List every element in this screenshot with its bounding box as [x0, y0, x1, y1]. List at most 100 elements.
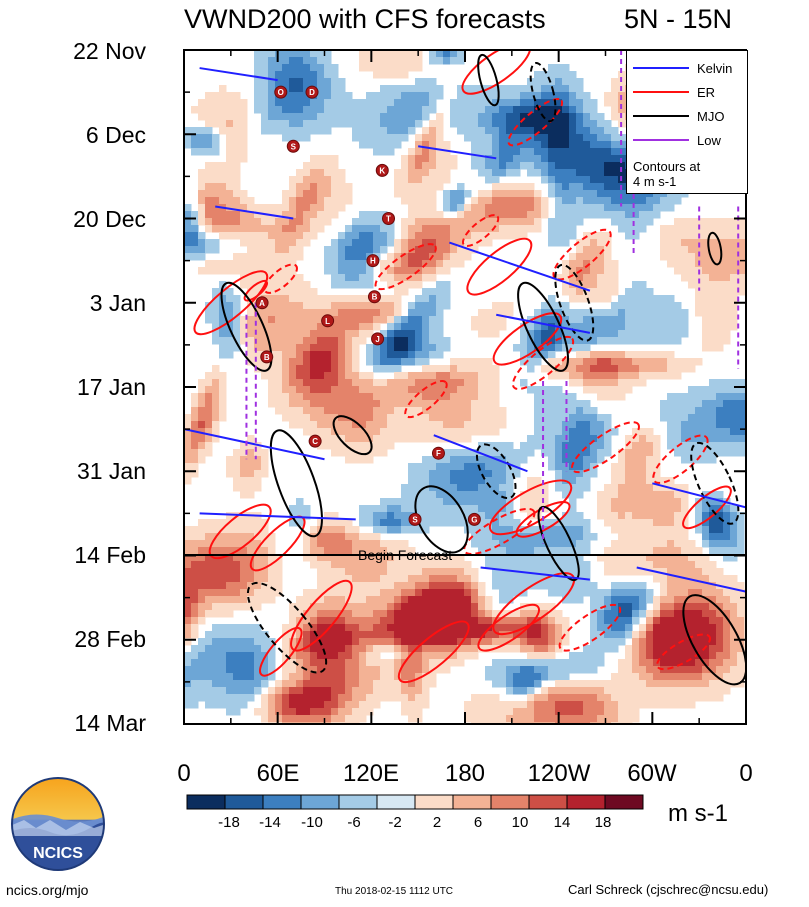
storm-letter: T [386, 215, 391, 224]
colorbar-swatch [528, 794, 568, 810]
colorbar-label: 10 [511, 814, 529, 831]
colorbar-swatch [262, 794, 302, 810]
kelvin-contour [184, 428, 325, 461]
kelvin-contour [199, 67, 278, 82]
mjo-contour [690, 441, 740, 525]
er-contour [515, 501, 571, 538]
kelvin-contour [652, 482, 746, 509]
mjo-contour [220, 281, 273, 372]
storm-marker: H [366, 254, 380, 268]
y-tick-label: 22 Nov [73, 38, 146, 64]
footer-author: Carl Schreck (cjschrec@ncsu.edu) [568, 882, 769, 897]
mjo-contour [537, 505, 580, 582]
footer-timestamp: Thu 2018-02-15 1112 UTC [335, 886, 454, 897]
y-tick-label: 6 Dec [85, 122, 146, 148]
storm-marker: O [274, 85, 288, 99]
mjo-contour [414, 485, 469, 554]
storm-letter: H [370, 257, 376, 266]
mjo-contour [529, 62, 557, 123]
colorbar-swatch [414, 794, 454, 810]
er-contour [656, 633, 712, 671]
mjo-contour [707, 231, 723, 266]
mjo-contour [246, 581, 328, 674]
storm-letter: A [259, 299, 265, 308]
kelvin-contour [418, 145, 497, 160]
storm-marker: K [375, 163, 389, 177]
mjo-contour [517, 281, 569, 372]
colorbar-swatch [224, 794, 264, 810]
er-contour [263, 263, 298, 294]
storm-letter: D [309, 88, 315, 97]
storm-letter: J [375, 335, 379, 344]
y-tick-label: 14 Mar [74, 710, 146, 736]
x-tick-label: 0 [739, 760, 753, 787]
er-contour [511, 335, 575, 391]
er-contour [652, 434, 709, 484]
storm-icon [408, 512, 422, 526]
colorbar-label: 14 [553, 814, 571, 831]
colorbar-swatch [376, 794, 416, 810]
er-contour [477, 603, 540, 652]
chart-title: VWND200 with CFS forecasts [184, 4, 546, 34]
colorbar-swatch [452, 794, 492, 810]
er-swatch [633, 91, 689, 93]
kelvin-contour [199, 512, 356, 521]
storm-letter: S [412, 515, 418, 524]
mjo-swatch [633, 115, 689, 117]
er-contour [290, 579, 353, 652]
colorbar-label: 6 [473, 814, 483, 831]
storm-icon [255, 296, 269, 310]
colorbar-label: -14 [259, 814, 281, 831]
storm-icon [382, 212, 396, 225]
er-contour [463, 507, 536, 555]
storm-marker: G [467, 512, 481, 526]
legend-label: MJO [697, 108, 725, 124]
er-contour [492, 572, 576, 636]
storm-letter: B [372, 293, 378, 302]
er-contour [492, 312, 563, 366]
storm-marker: B [260, 350, 274, 364]
legend-item-low: Low [633, 131, 721, 149]
colorbar-label: 18 [594, 814, 612, 831]
er-contour [682, 485, 732, 530]
storm-icon [308, 434, 322, 448]
contour-note-line1: Contours at [633, 159, 701, 174]
y-tick-label: 28 Feb [74, 626, 146, 652]
colorbar-swatch [490, 794, 530, 810]
storm-letter: C [312, 437, 318, 446]
storm-marker: A [255, 296, 269, 310]
legend-label: Low [697, 132, 721, 148]
colorbar-units: m s-1 [668, 800, 728, 827]
storm-icon [274, 85, 288, 99]
storm-marker: S [286, 139, 300, 153]
logo-text: NCICS [33, 845, 83, 862]
er-contour [461, 50, 531, 95]
footer-url[interactable]: ncics.org/mjo [6, 882, 89, 898]
x-tick-label: 60E [256, 760, 300, 787]
er-contour [571, 421, 640, 474]
x-tick-label: 60W [627, 760, 677, 787]
storm-marker: L [321, 314, 335, 328]
low-swatch [633, 139, 689, 141]
storm-icon [321, 314, 335, 328]
mjo-contour [682, 594, 746, 686]
mjo-contour [269, 429, 323, 538]
mjo-contour [554, 263, 595, 342]
er-contour [558, 603, 622, 652]
kelvin-contour [636, 566, 746, 593]
wave-filter-contours [184, 50, 746, 686]
mjo-contour [477, 53, 500, 107]
mjo-contour [332, 415, 373, 456]
storm-marker: S [408, 512, 422, 526]
storm-letter: K [379, 166, 385, 175]
x-tick-label: 120E [342, 760, 400, 787]
storm-icon [371, 332, 385, 346]
storm-icon [375, 163, 389, 177]
colorbar-label: -10 [301, 814, 323, 831]
storm-icon [286, 139, 300, 153]
storm-marker: J [371, 332, 385, 346]
colorbar-label: -6 [347, 814, 361, 831]
x-tick-label: 0 [177, 760, 191, 787]
storm-marker: D [305, 85, 319, 99]
colorbar-label: -2 [388, 814, 402, 831]
